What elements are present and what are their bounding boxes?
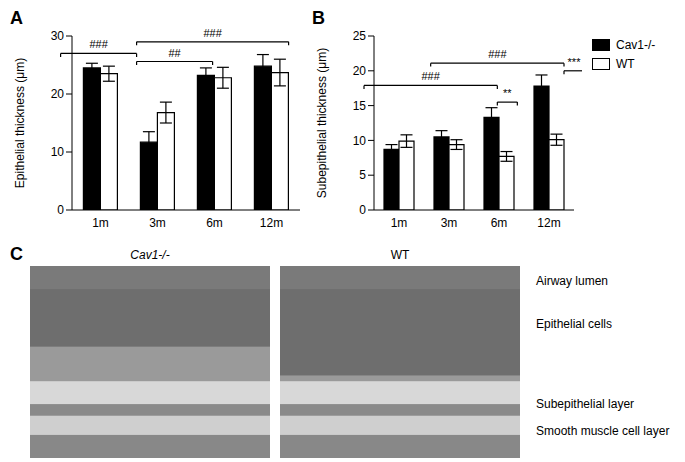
svg-text:30: 30: [51, 29, 65, 43]
html-text:Subepithelial layer: Subepithelial layer: [536, 397, 635, 412]
svg-text:15: 15: [353, 99, 367, 113]
html-text:WT: WT: [390, 248, 410, 262]
svg-text:5: 5: [359, 168, 366, 182]
html-text:Airway lumen: Airway lumen: [536, 274, 608, 289]
svg-text:25: 25: [353, 29, 367, 43]
svg-text:1m: 1m: [391, 216, 408, 230]
svg-text:Subepithelial thickness (μm): Subepithelial thickness (μm): [315, 48, 329, 198]
html-text:WT: WT: [616, 57, 635, 71]
svg-text:***: ***: [568, 56, 582, 68]
svg-text:0: 0: [359, 203, 366, 217]
svg-text:10: 10: [353, 134, 367, 148]
svg-text:##: ##: [168, 47, 181, 59]
html-text:Epithelial cells: Epithelial cells: [536, 316, 612, 331]
svg-text:3m: 3m: [441, 216, 458, 230]
svg-text:20: 20: [51, 87, 65, 101]
svg-text:0: 0: [57, 203, 64, 217]
svg-text:###: ###: [203, 27, 222, 39]
html-text:Cav1-/-: Cav1-/-: [616, 38, 656, 52]
svg-text:6m: 6m: [206, 216, 223, 230]
svg-text:12m: 12m: [260, 216, 283, 230]
html-text:Smooth muscle cell layer: Smooth muscle cell layer: [536, 424, 670, 439]
svg-text:###: ###: [488, 48, 507, 60]
svg-text:1m: 1m: [92, 216, 109, 230]
html-text:B: B: [312, 8, 325, 28]
html-text:A: A: [10, 8, 23, 28]
svg-text:3m: 3m: [149, 216, 166, 230]
svg-text:###: ###: [421, 70, 440, 82]
svg-text:12m: 12m: [537, 216, 560, 230]
svg-text:20: 20: [353, 64, 367, 78]
svg-text:Epithelial thickness (μm): Epithelial thickness (μm): [13, 58, 27, 188]
html-text:Cav1-/-: Cav1-/-: [130, 248, 170, 262]
svg-text:6m: 6m: [491, 216, 508, 230]
svg-text:10: 10: [51, 145, 65, 159]
svg-text:###: ###: [89, 38, 108, 50]
html-text:C: C: [10, 244, 23, 264]
svg-text:**: **: [503, 87, 512, 99]
